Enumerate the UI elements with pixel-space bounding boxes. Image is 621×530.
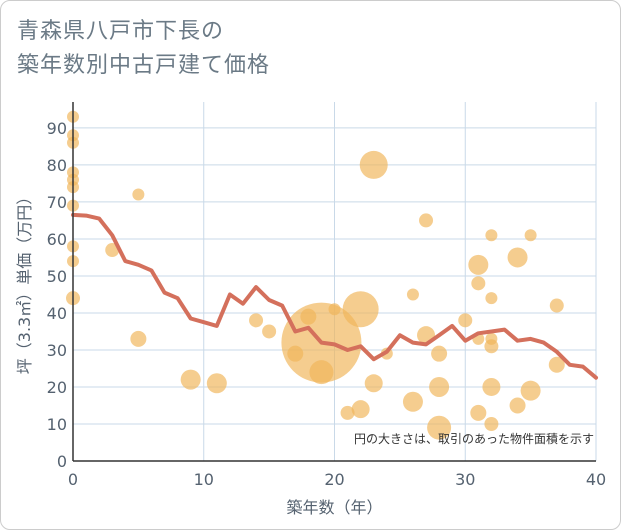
- data-point: [132, 188, 145, 201]
- y-tick-label: 50: [47, 267, 67, 286]
- data-point: [429, 376, 450, 397]
- y-tick-label: 80: [47, 156, 67, 175]
- trend-line: [71, 212, 598, 380]
- x-tick-label: 10: [194, 470, 214, 489]
- data-point: [484, 339, 499, 354]
- y-tick-label: 90: [47, 119, 67, 138]
- data-point: [509, 397, 526, 414]
- data-point: [180, 369, 201, 390]
- x-axis-label: 築年数（年）: [286, 498, 382, 517]
- y-tick-label: 40: [47, 304, 67, 323]
- data-point: [471, 276, 486, 291]
- data-point: [507, 247, 528, 268]
- data-point: [485, 292, 498, 305]
- data-point: [520, 380, 541, 401]
- chart-title: 青森県八戸市下長の 築年数別中古戸建て価格: [17, 15, 270, 83]
- y-tick-label: 30: [47, 341, 67, 360]
- data-point: [431, 345, 448, 362]
- y-tick-label: 10: [47, 415, 67, 434]
- data-point: [482, 377, 501, 396]
- data-point: [524, 229, 537, 242]
- data-point: [406, 288, 419, 301]
- data-point: [485, 229, 498, 242]
- data-point: [328, 303, 341, 316]
- data-point: [402, 391, 423, 412]
- data-point: [249, 313, 264, 328]
- y-axis-label: 坪（3.3㎡）単価（万円）: [15, 189, 34, 374]
- data-point: [468, 254, 489, 275]
- x-tick-label: 0: [68, 470, 78, 489]
- size-note: 円の大きさは、取引のあった物件面積を示す: [354, 431, 594, 446]
- y-tick-label: 70: [47, 193, 67, 212]
- x-tick-label: 30: [455, 470, 475, 489]
- data-point: [549, 298, 564, 313]
- chart-title-line-1: 青森県八戸市下長の: [17, 19, 225, 44]
- data-point: [548, 356, 565, 373]
- data-point: [470, 404, 487, 421]
- data-point: [340, 405, 355, 420]
- data-point: [262, 324, 277, 339]
- chart-title-line-2: 築年数別中古戸建て価格: [17, 53, 271, 78]
- x-tick-label: 40: [586, 470, 606, 489]
- data-point: [419, 213, 434, 228]
- data-point: [359, 150, 388, 179]
- y-tick-label: 20: [47, 378, 67, 397]
- data-point: [427, 415, 452, 440]
- data-point: [458, 313, 473, 328]
- data-point: [351, 400, 370, 419]
- data-point: [309, 360, 334, 385]
- x-tick-label: 20: [324, 470, 344, 489]
- data-point: [206, 373, 227, 394]
- data-point: [484, 416, 499, 431]
- data-point: [130, 330, 147, 347]
- data-point: [342, 291, 379, 328]
- data-point: [364, 374, 383, 393]
- y-tick-label: 0: [57, 452, 67, 471]
- y-tick-label: 60: [47, 230, 67, 249]
